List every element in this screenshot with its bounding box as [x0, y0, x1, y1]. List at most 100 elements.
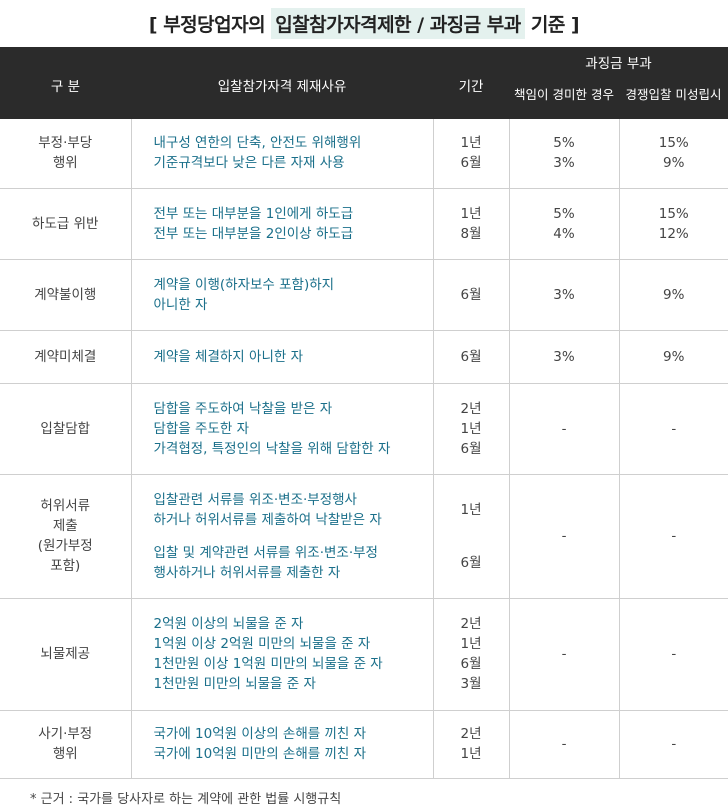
row-penalty-minor: -	[509, 474, 619, 598]
row-penalty-minor-line: -	[510, 734, 619, 754]
row-penalty-minor-line: 5%	[510, 204, 619, 224]
row-penalty-no-competition: 9%	[619, 330, 728, 383]
row-penalty-minor-line: 3%	[510, 153, 619, 173]
title-prefix: [ 부정당업자의	[149, 10, 271, 37]
row-penalty-no-competition-line: 9%	[620, 347, 728, 367]
row-period-line: 6월	[434, 439, 509, 459]
row-category-line: 허위서류	[0, 496, 131, 516]
row-category-line: 제출	[0, 516, 131, 536]
row-period-line: 1년	[434, 500, 509, 520]
row-reason-line: 가격협정, 특정인의 낙찰을 위해 담합한 자	[154, 439, 433, 459]
row-category-line: 행위	[0, 153, 131, 173]
row-period-line: 1년	[434, 419, 509, 439]
page-title: [ 부정당업자의 입찰참가자격제한 / 과징금 부과 기준 ]	[0, 0, 728, 46]
header-penalty-no-competition: 경쟁입찰 미성립시	[619, 73, 728, 119]
row-penalty-minor: -	[509, 598, 619, 710]
row-penalty-no-competition: -	[619, 474, 728, 598]
header-penalty-minor-line: 경미한 경우	[553, 87, 614, 102]
row-reason-line: 행사하거나 허위서류를 제출한 자	[154, 563, 433, 583]
header-reason: 입찰참가자격 제재사유	[131, 47, 433, 119]
row-penalty-minor: 3%	[509, 259, 619, 330]
row-reason-line: 1천만원 미만의 뇌물을 준 자	[154, 674, 433, 694]
row-penalty-minor-line: 3%	[510, 347, 619, 367]
row-reason-line: 아니한 자	[154, 295, 433, 315]
footnote: * 근거 : 국가를 당사자로 하는 계약에 관한 법률 시행규칙	[30, 788, 341, 807]
row-period-line: 1년	[434, 133, 509, 153]
row-penalty-no-competition-line: 9%	[620, 153, 728, 173]
row-category: 뇌물제공	[0, 598, 131, 710]
row-category-line: 입찰담합	[0, 419, 131, 439]
row-penalty-minor-line: 4%	[510, 224, 619, 244]
row-reason-line: 1억원 이상 2억원 미만의 뇌물을 준 자	[154, 634, 433, 654]
row-period: 6월	[433, 259, 509, 330]
row-reason-line: 기준규격보다 낮은 다른 자재 사용	[154, 153, 433, 173]
row-reason-line: 1천만원 이상 1억원 미만의 뇌물을 준 자	[154, 654, 433, 674]
row-penalty-no-competition-line: 9%	[620, 285, 728, 305]
row-category-line: 하도급 위반	[0, 214, 131, 234]
sanction-criteria-table: 구 분 입찰참가자격 제재사유 기간 과징금 부과 책임이 경미한 경우 경쟁입…	[0, 47, 728, 779]
row-period-line: 3월	[434, 674, 509, 694]
row-period-line: 6월	[434, 553, 509, 573]
row-penalty-no-competition: 15%9%	[619, 119, 728, 188]
row-penalty-no-competition-line: 15%	[620, 133, 728, 153]
row-penalty-no-competition-line: 15%	[620, 204, 728, 224]
header-penalty-minor: 책임이 경미한 경우	[509, 73, 619, 119]
row-reason-line: 담합을 주도한 자	[154, 419, 433, 439]
row-reason: 계약을 체결하지 아니한 자	[131, 330, 433, 383]
row-reason-line: 국가에 10억원 미만의 손해를 끼친 자	[154, 744, 433, 764]
row-penalty-minor: 5%4%	[509, 188, 619, 259]
row-period: 1년 6월	[433, 474, 509, 598]
row-category: 계약미체결	[0, 330, 131, 383]
row-penalty-no-competition-line: -	[620, 419, 728, 439]
header-penalty-minor-line: 책임이	[514, 87, 549, 102]
row-penalty-no-competition: 9%	[619, 259, 728, 330]
row-penalty-no-competition-line: 12%	[620, 224, 728, 244]
title-suffix: 기준 ]	[525, 10, 579, 37]
header-period: 기간	[433, 47, 509, 119]
row-period-line: 8월	[434, 224, 509, 244]
row-category-line: 포함)	[0, 556, 131, 576]
row-category-line: 행위	[0, 744, 131, 764]
row-category: 하도급 위반	[0, 188, 131, 259]
row-period-line: 2년	[434, 724, 509, 744]
row-reason-line: 전부 또는 대부분을 1인에게 하도급	[154, 204, 433, 224]
row-reason-line: 내구성 연한의 단축, 안전도 위해행위	[154, 133, 433, 153]
row-penalty-no-competition: 15%12%	[619, 188, 728, 259]
row-reason-line: 국가에 10억원 이상의 손해를 끼친 자	[154, 724, 433, 744]
row-category: 계약불이행	[0, 259, 131, 330]
title-highlight: 입찰참가자격제한 / 과징금 부과	[271, 8, 525, 39]
row-period: 6월	[433, 330, 509, 383]
row-penalty-no-competition: -	[619, 598, 728, 710]
row-category-line: 부정·부당	[0, 133, 131, 153]
header-penalty-no-competition-line: 경쟁입찰	[625, 87, 671, 102]
row-penalty-no-competition-line: -	[620, 734, 728, 754]
row-penalty-minor-line: 5%	[510, 133, 619, 153]
table-header: 구 분 입찰참가자격 제재사유 기간 과징금 부과 책임이 경미한 경우 경쟁입…	[0, 47, 728, 119]
row-penalty-minor-line: -	[510, 644, 619, 664]
row-reason-line: 계약을 체결하지 아니한 자	[154, 347, 433, 367]
header-penalty: 과징금 부과	[509, 47, 728, 73]
row-category-line: 뇌물제공	[0, 644, 131, 664]
row-period-line: 6월	[434, 654, 509, 674]
row-category-line: 계약미체결	[0, 347, 131, 367]
row-period-line: 2년	[434, 614, 509, 634]
row-reason-line: 2억원 이상의 뇌물을 준 자	[154, 614, 433, 634]
row-penalty-no-competition: -	[619, 383, 728, 474]
